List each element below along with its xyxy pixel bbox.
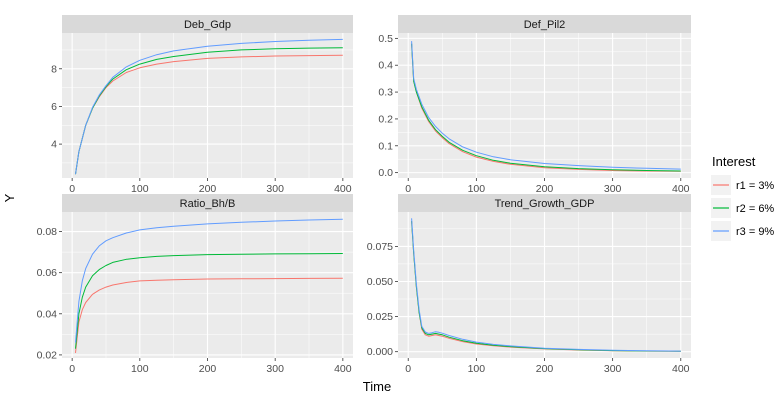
series-line-def-pil2-r3 (411, 41, 681, 170)
facet-title: Ratio_Bh/B (180, 198, 236, 210)
y-tick-label: 0.3 (378, 87, 393, 99)
y-tick-label: 8 (51, 63, 57, 75)
legend-title: Interest (712, 154, 756, 169)
x-tick-label: 0 (69, 183, 75, 195)
facet-strip (398, 15, 691, 33)
y-tick-label: 0.5 (378, 33, 393, 45)
y-tick-label: 6 (51, 101, 57, 113)
x-tick-label: 0 (69, 363, 75, 375)
facet-title: Def_Pil2 (524, 19, 566, 31)
x-tick-label: 300 (266, 183, 284, 195)
series-line-trend-growth-gdp-r3 (411, 218, 681, 352)
panel-ratio-bh-b: Ratio_Bh/B 0 100 200 300 400 0.02 0.04 0.06 0.08 (37, 194, 353, 375)
panel-deb-gdp: Deb_Gdp 0 100 200 300 400 4 6 8 (51, 15, 353, 195)
y-tick-label: 0.000 (367, 346, 393, 358)
y-tick-label: 0.075 (367, 241, 393, 253)
legend-label: r2 = 6% (736, 203, 774, 215)
legend-label: r3 = 9% (736, 226, 774, 238)
x-tick-label: 100 (468, 183, 486, 195)
facet-title: Trend_Growth_GDP (495, 198, 595, 210)
x-tick-label: 100 (131, 363, 149, 375)
x-axis-title: Time (363, 379, 391, 394)
x-tick-label: 0 (405, 183, 411, 195)
legend-label: r1 = 3% (736, 180, 774, 192)
facet-strip (62, 15, 353, 33)
x-tick-label: 200 (199, 183, 217, 195)
y-tick-label: 0.025 (367, 311, 393, 323)
series-line-def-pil2-r2 (411, 43, 681, 172)
panel-trend-growth-gdp: Trend_Growth_GDP 0 100 200 300 400 0.000 0.025 0… (367, 194, 691, 375)
facet-title: Deb_Gdp (184, 19, 231, 31)
facet-panels: Deb_Gdp 0 100 200 300 400 4 6 8 Def_Pil2 0 100 200 30… (37, 15, 691, 375)
x-tick-label: 400 (334, 183, 352, 195)
y-tick-label: 0.2 (378, 113, 393, 125)
x-tick-label: 0 (405, 363, 411, 375)
facet-strip (62, 194, 353, 212)
x-tick-label: 300 (604, 183, 622, 195)
x-tick-label: 200 (199, 363, 217, 375)
y-tick-label: 0.1 (378, 140, 393, 152)
x-tick-label: 100 (131, 183, 149, 195)
y-tick-label: 0.4 (378, 60, 393, 72)
x-tick-label: 400 (334, 363, 352, 375)
y-axis-title: Y (2, 193, 17, 202)
x-tick-label: 400 (672, 363, 690, 375)
x-tick-label: 300 (266, 363, 284, 375)
facet-strip (398, 194, 691, 212)
y-tick-label: 4 (51, 139, 57, 151)
legend: Interest r1 = 3% r2 = 6% r3 = 9% (711, 154, 774, 241)
y-tick-label: 0.08 (37, 226, 58, 238)
series-line-deb-gdp-r3 (75, 38, 343, 175)
x-tick-label: 100 (468, 363, 486, 375)
y-tick-label: 0.04 (37, 308, 58, 320)
series-line-ratio-bh-b-r1 (75, 277, 343, 353)
series-line-ratio-bh-b-r2 (75, 253, 343, 349)
y-tick-label: 0.06 (37, 267, 58, 279)
series-line-ratio-bh-b-r3 (75, 218, 343, 343)
x-tick-label: 200 (536, 363, 554, 375)
y-tick-label: 0.0 (378, 167, 393, 179)
x-tick-label: 400 (672, 183, 690, 195)
x-tick-label: 200 (536, 183, 554, 195)
y-tick-label: 0.02 (37, 349, 58, 361)
y-tick-label: 0.050 (367, 276, 393, 288)
x-tick-label: 300 (604, 363, 622, 375)
panel-def-pil2: Def_Pil2 0 100 200 300 400 0.0 0.1 0.2 0.3 0.4 0.5 (378, 15, 691, 195)
